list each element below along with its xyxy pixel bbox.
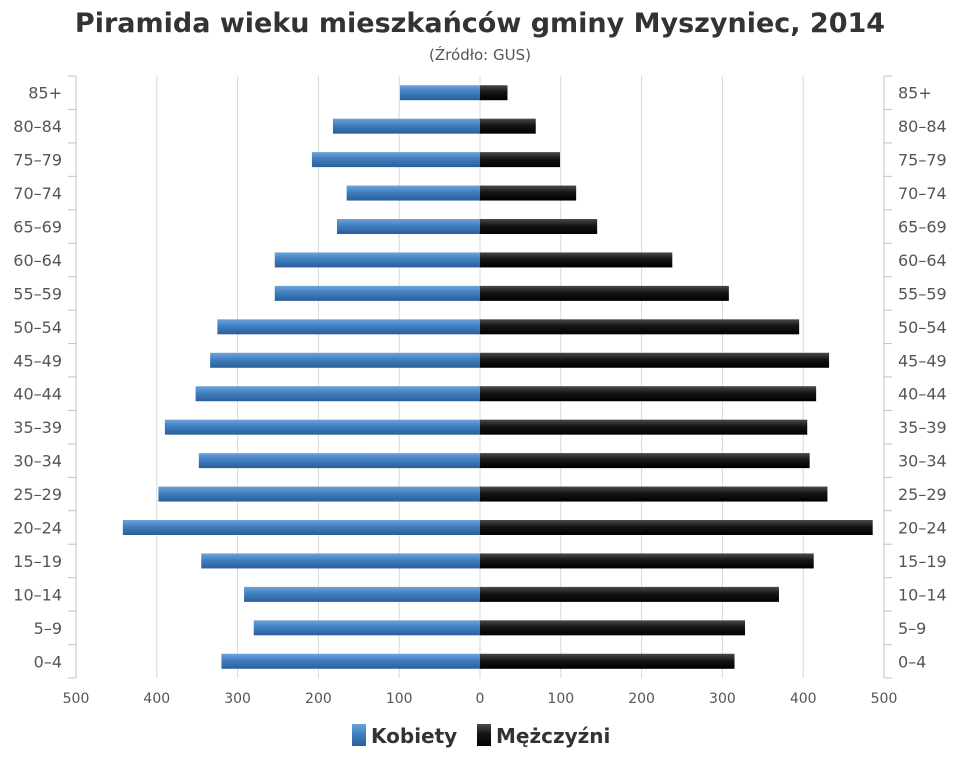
bar-kobiety [164,419,480,435]
bar-kobiety [244,586,480,602]
bar-mezczyzni [480,319,800,335]
y-tick-label-left: 55–59 [13,284,62,303]
bar-kobiety [311,152,480,168]
bar-mezczyzni [480,285,729,301]
x-tick-label: 500 [871,691,898,707]
y-tick-label-right: 50–54 [898,318,947,337]
y-tick-label-right: 30–34 [898,452,947,471]
y-tick-label-right: 15–19 [898,552,947,571]
y-tick-label-right: 35–39 [898,418,947,437]
bar-kobiety [158,486,480,502]
bar-kobiety [195,386,481,402]
y-tick-label-right: 5–9 [898,619,926,638]
chart-title: Piramida wieku mieszkańców gminy Myszyni… [75,8,885,39]
bar-mezczyzni [480,586,779,602]
bar-mezczyzni [480,118,536,134]
y-tick-label-left: 45–49 [13,351,62,370]
bar-mezczyzni [480,620,746,636]
bar-kobiety [274,252,480,268]
y-tick-label-right: 70–74 [898,184,947,203]
y-tick-label-right: 55–59 [898,284,947,303]
bar-mezczyzni [480,486,828,502]
bar-kobiety [198,453,481,469]
bar-mezczyzni [480,419,808,435]
y-tick-label-left: 30–34 [13,452,62,471]
y-tick-label-right: 80–84 [898,117,947,136]
y-tick-label-left: 25–29 [13,485,62,504]
legend-label-mezczyzni: Mężczyźni [496,724,610,748]
bar-mezczyzni [480,252,673,268]
y-tick-label-right: 45–49 [898,351,947,370]
y-tick-label-left: 75–79 [13,151,62,170]
y-tick-label-left: 10–14 [13,585,62,604]
bar-mezczyzni [480,219,598,234]
bar-mezczyzni [480,553,814,569]
bar-kobiety [210,352,481,368]
bar-mezczyzni [480,453,810,469]
y-tick-label-left: 5–9 [34,619,62,638]
x-tick-label: 100 [547,691,574,707]
bar-kobiety [201,553,481,569]
y-tick-label-right: 60–64 [898,251,947,270]
bar-kobiety [400,85,480,101]
bar-kobiety [217,319,480,335]
x-tick-label: 300 [709,691,736,707]
chart-subtitle: (Źródło: GUS) [429,45,531,64]
y-tick-label-left: 65–69 [13,218,62,237]
x-tick-label: 200 [628,691,655,707]
y-tick-label-left: 85+ [28,84,62,103]
y-tick-label-right: 0–4 [898,652,926,671]
y-tick-label-right: 20–24 [898,519,947,538]
y-tick-label-right: 65–69 [898,218,947,237]
bar-mezczyzni [480,520,873,535]
y-tick-label-right: 85+ [898,84,932,103]
x-tick-label: 200 [305,691,332,707]
y-tick-label-right: 40–44 [898,385,947,404]
legend-label-kobiety: Kobiety [371,724,457,748]
y-tick-label-left: 40–44 [13,385,62,404]
y-tick-label-right: 75–79 [898,151,947,170]
bar-kobiety [274,285,480,301]
legend-swatch-mezczyzni [477,724,491,746]
y-tick-label-left: 0–4 [34,652,62,671]
bar-kobiety [336,219,480,234]
x-tick-label: 500 [63,691,90,707]
y-tick-label-left: 35–39 [13,418,62,437]
y-tick-label-right: 25–29 [898,485,947,504]
bar-mezczyzni [480,386,817,402]
bar-kobiety [346,185,480,201]
legend-swatch-kobiety [352,724,366,746]
bar-mezczyzni [480,653,735,669]
bar-mezczyzni [480,152,560,168]
y-tick-label-left: 50–54 [13,318,62,337]
bar-kobiety [332,118,480,134]
bar-mezczyzni [480,185,577,201]
bar-kobiety [253,620,480,636]
y-tick-label-left: 70–74 [13,184,62,203]
bar-kobiety [221,653,480,669]
y-tick-label-left: 15–19 [13,552,62,571]
bar-mezczyzni [480,352,830,368]
bar-kobiety [122,520,480,535]
x-tick-label: 0 [476,691,485,707]
y-tick-label-left: 20–24 [13,519,62,538]
x-tick-label: 400 [143,691,170,707]
bar-mezczyzni [480,85,508,101]
x-tick-label: 300 [224,691,251,707]
x-tick-label: 100 [386,691,413,707]
y-tick-label-left: 80–84 [13,117,62,136]
y-tick-label-right: 10–14 [898,585,947,604]
y-tick-label-left: 60–64 [13,251,62,270]
x-tick-label: 400 [790,691,817,707]
